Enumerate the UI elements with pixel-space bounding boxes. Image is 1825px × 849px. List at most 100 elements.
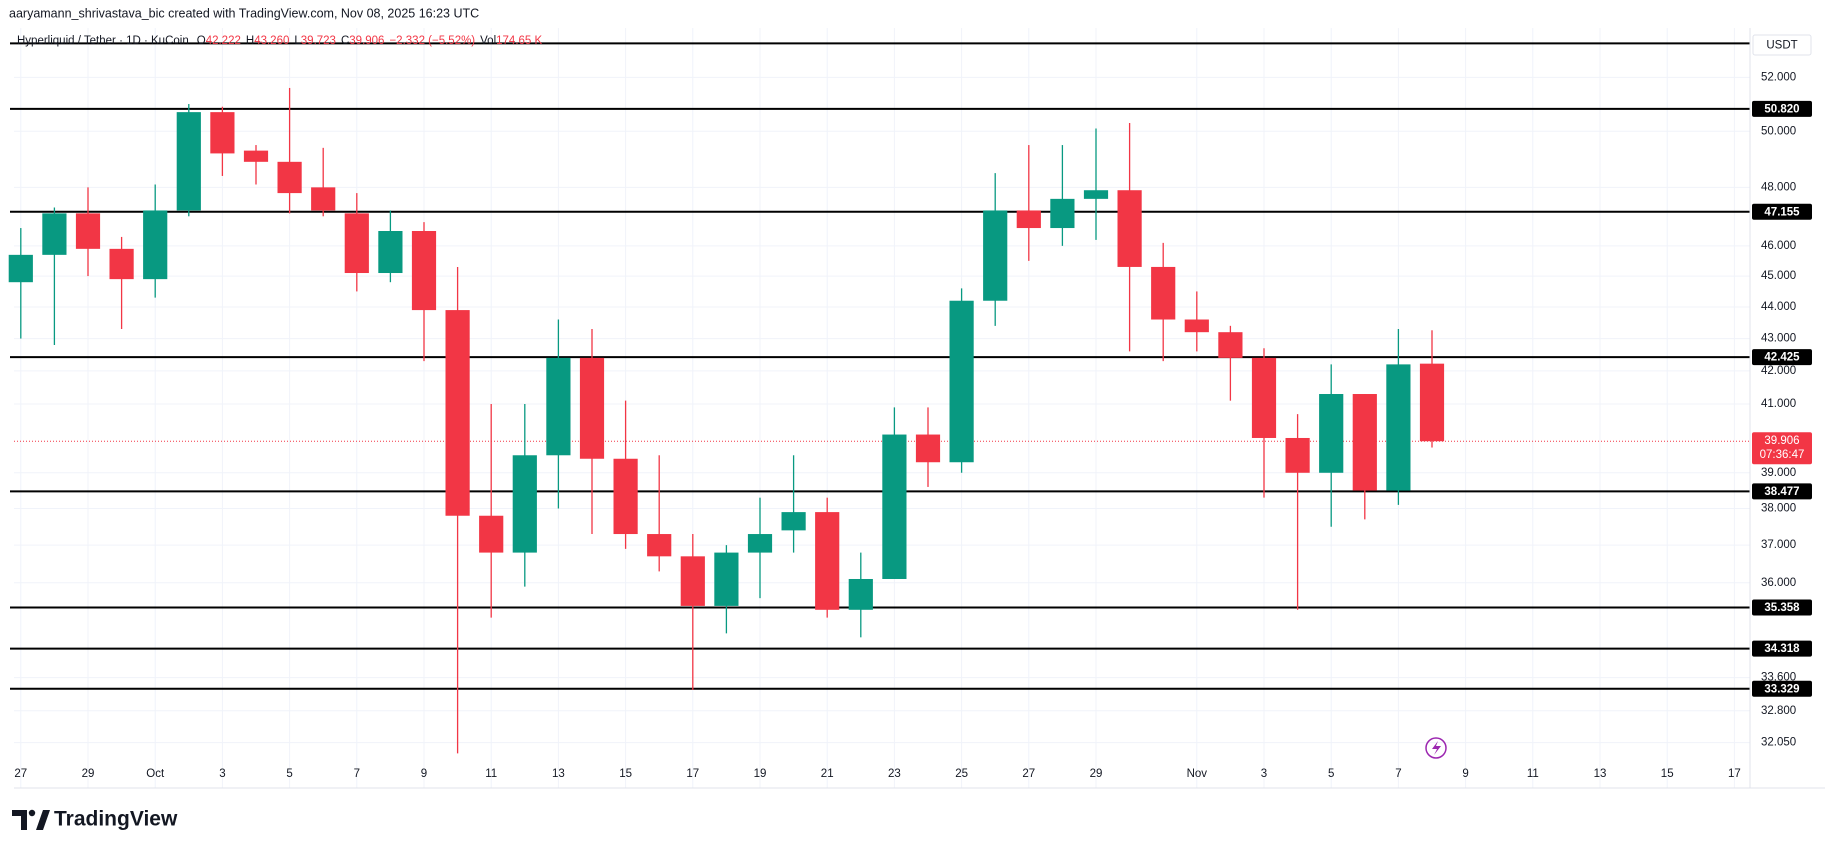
- legend: Hyperliquid / Tether · 1D · KuCoin O42.22…: [17, 35, 543, 47]
- y-tick-label: 38.000: [1761, 503, 1796, 515]
- x-tick-label: Nov: [1187, 768, 1208, 780]
- candle-body: [1352, 394, 1377, 491]
- y-tick-label: 50.000: [1761, 125, 1796, 137]
- level-label-bg: [1752, 599, 1812, 616]
- x-tick-label: 27: [1022, 768, 1035, 780]
- candle-body: [815, 512, 840, 610]
- candle-body: [647, 534, 672, 557]
- y-tick-label: 52.000: [1761, 71, 1796, 83]
- currency: USDT: [1766, 40, 1797, 52]
- candle-body: [1218, 332, 1243, 358]
- level-label-bg: [1752, 483, 1812, 500]
- candle-body: [1184, 319, 1209, 333]
- candle-body: [680, 556, 705, 606]
- y-tick-label: 33.600: [1761, 672, 1796, 684]
- x-tick-label: 13: [1594, 768, 1607, 780]
- candle-body: [277, 161, 302, 194]
- y-tick-label: 46.000: [1761, 240, 1796, 252]
- grid: [14, 28, 1750, 788]
- x-tick-label: Oct: [146, 768, 165, 780]
- x-tick-label: 7: [354, 768, 360, 780]
- candle-body: [445, 310, 470, 516]
- x-tick-label: 19: [754, 768, 767, 780]
- logo-shape: [36, 810, 50, 830]
- candle-body: [378, 230, 403, 274]
- x-tick-label: 15: [1661, 768, 1674, 780]
- x-tick-label: 29: [82, 768, 95, 780]
- y-tick-label: 37.000: [1761, 539, 1796, 551]
- candle-body: [411, 230, 437, 311]
- candle-body: [1050, 198, 1075, 229]
- y-tick-label: 39.000: [1761, 467, 1796, 479]
- candle-body: [1016, 210, 1041, 229]
- legend-item: 174.65 K: [496, 35, 542, 47]
- candle-body: [1419, 363, 1445, 442]
- candle-body: [143, 210, 168, 280]
- candle-body: [579, 357, 605, 459]
- candle-body: [8, 254, 33, 283]
- x-tick-label: 9: [1462, 768, 1468, 780]
- y-tick-label: 36.000: [1761, 577, 1796, 589]
- legend-item: Hyperliquid / Tether · 1D · KuCoin: [17, 35, 189, 47]
- x-tick-label: 27: [14, 768, 27, 780]
- level-label-bg: [1752, 203, 1812, 220]
- candle-body: [109, 248, 134, 280]
- candle-body: [949, 300, 974, 463]
- x-tick-label: 3: [1261, 768, 1267, 780]
- y-tick-label: 42.000: [1761, 365, 1796, 377]
- axes: 52.000 50.000 48.000 46.000 45.000 44.000 43.0…: [14, 71, 1812, 780]
- legend-item: L: [294, 35, 301, 47]
- legend-item: −2.332 (−5.52%): [389, 35, 475, 47]
- legend-item: O: [197, 35, 206, 47]
- event-icon-bolt: [1432, 741, 1441, 755]
- candle-body: [747, 534, 773, 553]
- level-label: 34.318: [1764, 643, 1800, 655]
- level-label: 47.155: [1764, 206, 1800, 218]
- candle-body: [848, 578, 873, 610]
- candle-body: [983, 210, 1008, 301]
- candle-body: [1285, 437, 1310, 473]
- legend-item: 39.906: [349, 35, 384, 47]
- legend-item: 42.222: [206, 35, 241, 47]
- y-tick-label: 43.000: [1761, 333, 1796, 345]
- attribution: aaryamann_shrivastava_bic created with T…: [9, 6, 479, 20]
- y-tick-label: 45.000: [1761, 270, 1796, 282]
- y-tick-label: 48.000: [1761, 181, 1796, 193]
- x-tick-label: 17: [686, 768, 699, 780]
- x-tick-label: 21: [821, 768, 834, 780]
- candle-body: [714, 552, 739, 606]
- brand-logo: [12, 809, 50, 830]
- last-price-label: 39.906: [1764, 435, 1799, 447]
- last-price-bg: [1752, 432, 1812, 465]
- candle-body: [613, 458, 638, 535]
- brand: TradingView: [54, 808, 178, 831]
- event-icon[interactable]: [1425, 737, 1447, 759]
- logo-shape: [28, 809, 36, 817]
- level-label: 33.329: [1764, 683, 1799, 695]
- candles: [8, 87, 1445, 754]
- candle-body: [176, 112, 201, 211]
- level-label: 50.820: [1764, 103, 1799, 115]
- candle-body: [1386, 364, 1411, 491]
- level-label-bg: [1752, 100, 1812, 117]
- levels: [10, 42, 1750, 690]
- candle-body: [210, 112, 235, 154]
- legend-item: H: [246, 35, 254, 47]
- candle-body: [479, 515, 504, 553]
- x-tick-label: 7: [1395, 768, 1401, 780]
- candle-body: [75, 213, 101, 249]
- candle-body: [1251, 357, 1277, 438]
- x-tick-label: 3: [219, 768, 225, 780]
- y-tick-label: 41.000: [1761, 398, 1796, 410]
- legend-item: C: [341, 35, 349, 47]
- x-tick-label: 15: [619, 768, 632, 780]
- candle-body: [42, 213, 67, 255]
- candle-body: [344, 213, 369, 274]
- candle-body: [882, 434, 907, 579]
- legend-item: Vol: [480, 35, 496, 47]
- candle-body: [1319, 394, 1344, 473]
- x-tick-label: 11: [485, 768, 497, 780]
- candle-body: [1117, 190, 1142, 267]
- candle-body: [781, 512, 806, 531]
